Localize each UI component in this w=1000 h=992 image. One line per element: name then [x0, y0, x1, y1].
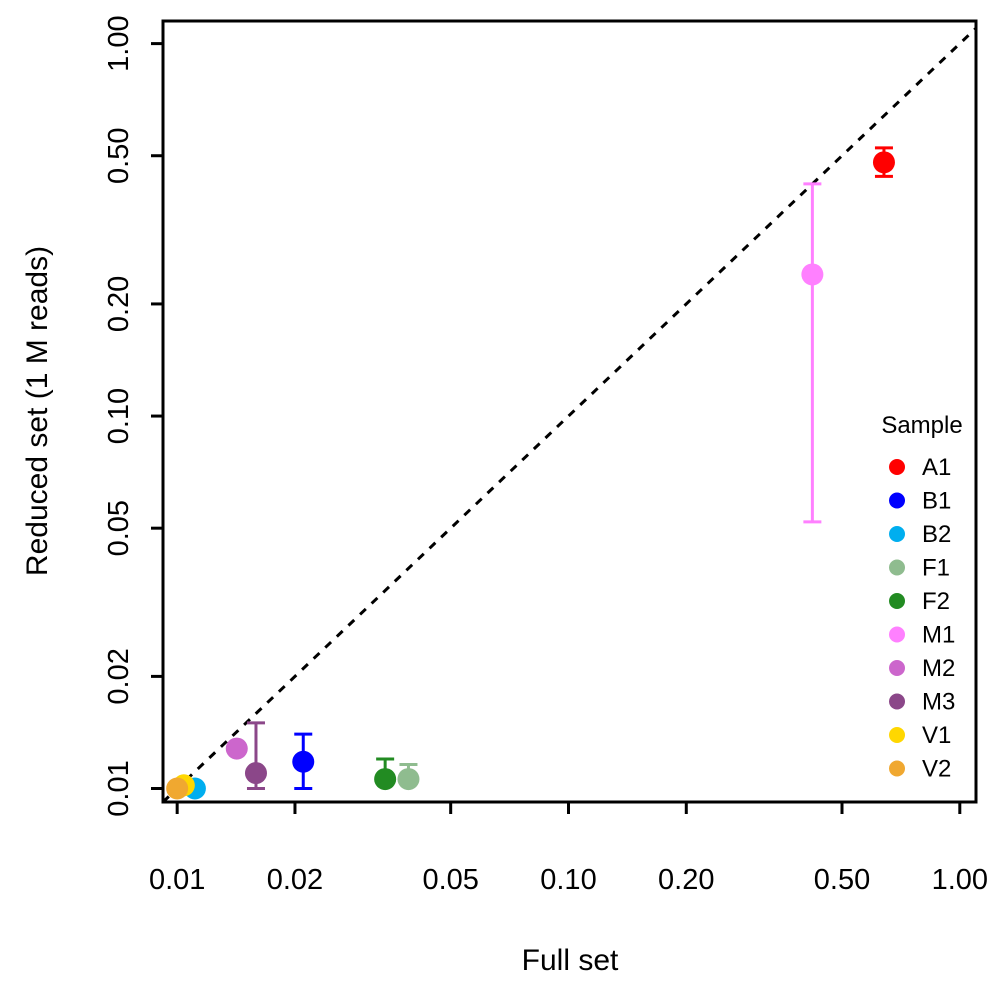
error-bar-m1	[803, 182, 822, 524]
point-v2	[166, 777, 189, 800]
point-m3	[244, 762, 267, 785]
point-m2	[225, 737, 248, 760]
y-tick-label: 0.10	[103, 388, 135, 444]
legend-label: F1	[922, 555, 950, 582]
legend-item-v1: V1	[889, 722, 951, 749]
legend-swatch	[889, 559, 905, 576]
legend-item-b1: B1	[889, 488, 951, 515]
legend-label: V1	[922, 722, 951, 749]
legend-swatch	[889, 526, 905, 542]
y-tick-label: 0.50	[103, 127, 135, 183]
legend-title: Sample	[881, 412, 962, 439]
legend-label: M1	[922, 622, 955, 649]
x-tick-label: 0.10	[540, 864, 596, 896]
legend-swatch	[889, 727, 905, 743]
point-f1	[397, 768, 420, 791]
legend: Sample A1 B1 B2 F1 F2 M1 M2 M3 V1 V2	[881, 412, 962, 783]
y-tick-label: 1.00	[103, 15, 135, 71]
plot-frame	[161, 19, 978, 804]
legend-label: B2	[922, 521, 951, 548]
reference-line	[161, 27, 978, 804]
legend-item-m2: M2	[889, 655, 955, 682]
point-a1	[872, 151, 895, 174]
legend-swatch	[889, 660, 905, 676]
legend-item-f1: F1	[889, 555, 950, 582]
legend-swatch	[889, 459, 905, 475]
y-axis: 0.01 0.02 0.05 0.10 0.20 0.50 1.00	[103, 15, 163, 817]
legend-item-b2: B2	[889, 521, 951, 548]
legend-label: M3	[922, 689, 955, 716]
legend-label: A1	[922, 454, 951, 481]
legend-swatch	[889, 593, 905, 609]
legend-item-f2: F2	[889, 588, 950, 615]
legend-swatch	[889, 693, 905, 710]
legend-item-v2: V2	[889, 756, 951, 783]
x-tick-label: 1.00	[932, 864, 988, 896]
legend-item-m3: M3	[889, 689, 955, 716]
point-m1	[801, 263, 824, 286]
legend-swatch	[889, 492, 905, 509]
legend-swatch	[889, 626, 905, 643]
point-f2	[374, 768, 397, 791]
point-b1	[292, 750, 315, 773]
x-tick-label: 0.20	[658, 864, 714, 896]
legend-label: M2	[922, 655, 955, 682]
x-tick-label: 0.50	[814, 864, 870, 896]
x-tick-label: 0.01	[149, 864, 205, 896]
legend-swatch	[889, 760, 905, 777]
y-axis-label: Reduced set (1 M reads)	[21, 246, 54, 576]
x-tick-label: 0.05	[422, 864, 478, 896]
legend-label: B1	[922, 488, 951, 515]
y-tick-label: 0.05	[103, 500, 135, 556]
y-tick-label: 0.20	[103, 276, 135, 332]
legend-label: V2	[922, 756, 951, 783]
y-tick-label: 0.02	[103, 648, 135, 704]
x-axis-label: Full set	[522, 944, 619, 977]
plot-area	[161, 27, 978, 804]
legend-item-a1: A1	[889, 454, 951, 481]
y-tick-label: 0.01	[103, 760, 135, 816]
legend-label: F2	[922, 588, 950, 615]
x-tick-label: 0.02	[267, 864, 323, 896]
legend-item-m1: M1	[889, 622, 955, 649]
x-axis: 0.01 0.02 0.05 0.10 0.20 0.50 1.00	[149, 802, 988, 896]
